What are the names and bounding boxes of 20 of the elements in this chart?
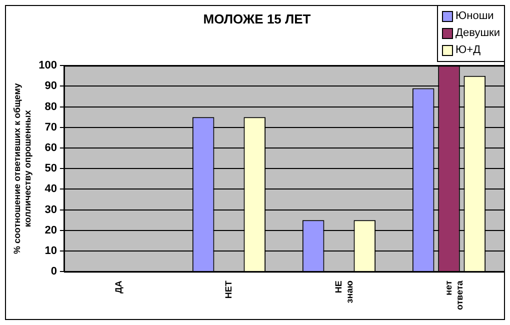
y-tick-label: 30 bbox=[44, 204, 57, 216]
legend-label: Юноши bbox=[456, 9, 494, 24]
y-tick-label: 80 bbox=[44, 100, 57, 113]
x-tick-label: НЕТ bbox=[223, 280, 234, 299]
legend-label: Девушки bbox=[456, 26, 500, 41]
chart-title: МОЛОЖЕ 15 ЛЕТ bbox=[203, 11, 311, 26]
y-axis-title: % соотношение ответивших к общему колличеству опрошенных bbox=[12, 83, 33, 254]
x-tick-label: нет ответа bbox=[443, 280, 464, 310]
x-tick-label: НЕ знаю bbox=[333, 280, 354, 304]
y-tick-label: 60 bbox=[44, 142, 57, 154]
legend-label: Ю+Д bbox=[456, 43, 481, 58]
y-tick-label: 20 bbox=[44, 224, 57, 236]
y-tick-label: 100 bbox=[38, 60, 57, 72]
x-tick-label: ДА bbox=[113, 280, 124, 294]
y-tick-label: 0 bbox=[50, 266, 57, 278]
y-tick-label: 70 bbox=[44, 121, 57, 134]
y-tick-label: 50 bbox=[44, 162, 57, 175]
y-tick-label: 40 bbox=[44, 183, 57, 196]
y-tick-label: 90 bbox=[44, 80, 57, 92]
y-tick-label: 10 bbox=[44, 245, 57, 258]
